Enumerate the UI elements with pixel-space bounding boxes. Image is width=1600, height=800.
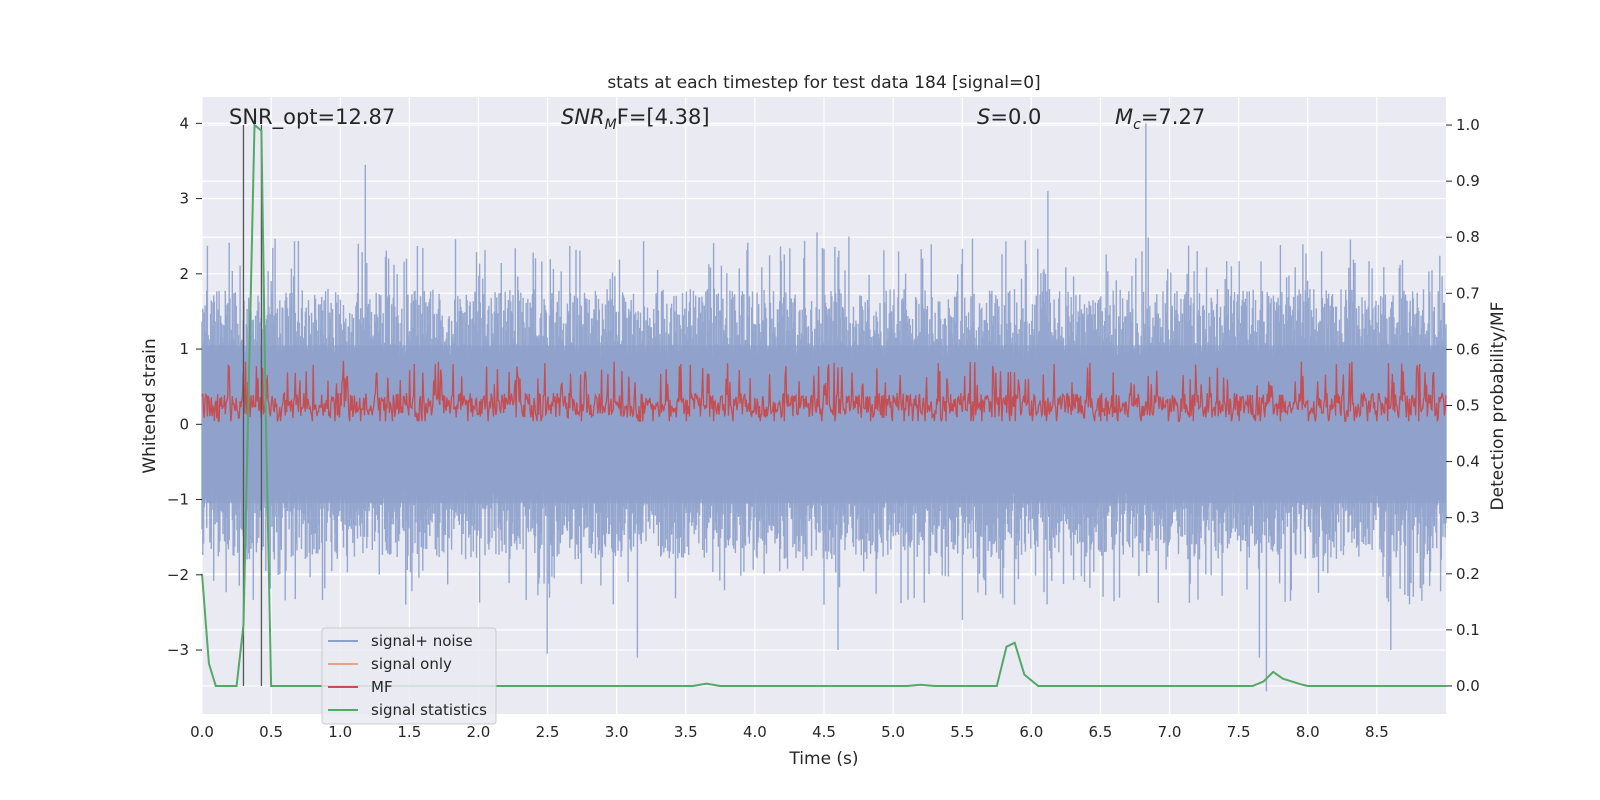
snr-mf-prefix: SNR [561,105,605,129]
y-tick-label: −1 [167,491,189,509]
annotation-s: S=0.0 [977,105,1041,129]
x-tick-label: 7.5 [1227,723,1251,741]
y-axis-label: Whitened strain [140,338,160,473]
legend: signal+ noise signal only MF signal stat… [321,627,497,725]
y-tick-label: −2 [167,566,189,584]
legend-box [321,627,497,725]
x-tick-label: 8.0 [1296,723,1320,741]
y2-tick-label: 0.9 [1456,172,1480,190]
y2-tick-label: 0.4 [1456,453,1480,471]
x-tick-label: 1.0 [328,723,352,741]
y2-tick-label: 0.1 [1456,621,1480,639]
x-tick-label: 8.5 [1365,723,1389,741]
y-tick-label: 3 [179,190,189,208]
x-tick-label: 5.0 [881,723,905,741]
x-tick-labels: 0.0 0.5 1.0 1.5 2.0 2.5 3.0 3.5 4.0 4.5 5.0 5.5 6.0 6… [190,723,1389,741]
y2-tick-label: 0.8 [1456,228,1480,246]
x-tick-label: 6.0 [1019,723,1043,741]
y-tick-label: 2 [179,265,189,283]
y-tick-labels: −3 −2 −1 0 1 2 3 4 [167,114,202,659]
y-tick-label: 0 [179,415,189,433]
x-tick-label: 4.0 [743,723,767,741]
legend-label-mf: MF [371,678,393,696]
x-tick-label: 3.5 [674,723,698,741]
mc-sub: c [1133,117,1141,133]
snr-mf-suffix: F=[4.38] [617,105,710,129]
annotation-snr-opt: SNR_opt=12.87 [229,105,395,130]
mf-series [201,360,1447,422]
y2-tick-labels: 0.0 0.1 0.2 0.3 0.4 0.5 0.6 0.7 0.8 0.9 1.0 [1446,116,1480,695]
y2-axis-label: Detection probability/MF [1488,302,1508,511]
signal-noise-band [202,345,1446,504]
x-tick-label: 5.5 [950,723,974,741]
y2-tick-label: 0.7 [1456,284,1480,302]
x-tick-label: 6.5 [1089,723,1113,741]
y2-tick-label: 0.3 [1456,509,1480,527]
y2-tick-label: 0.2 [1456,565,1480,583]
signal-statistics-line [201,122,1446,687]
y2-tick-label: 0.0 [1456,677,1480,695]
y2-tick-label: 1.0 [1456,116,1480,134]
x-axis-label: Time (s) [788,749,858,769]
signal-statistics-series [201,122,1446,687]
x-tick-label: 2.0 [467,723,491,741]
y2-tick-label: 0.6 [1456,340,1480,358]
x-tick-label: 3.0 [605,723,629,741]
mc-prefix: M [1115,105,1133,129]
x-tick-label: 1.5 [397,723,421,741]
x-tick-label: 7.0 [1158,723,1182,741]
x-tick-label: 2.5 [536,723,560,741]
y-tick-label: 4 [179,114,189,132]
annotation-mc: Mc=7.27 [1115,105,1205,133]
legend-label-signal-statistics: signal statistics [371,701,487,719]
legend-label-signal-noise: signal+ noise [371,632,473,650]
s-prefix: S [977,105,990,129]
x-tick-label: 0.5 [259,723,283,741]
mf-line [201,360,1447,422]
x-tick-label: 0.0 [190,723,214,741]
annotation-snr-mf: SNRMF=[4.38] [561,105,710,133]
snr-mf-sub: M [605,117,617,133]
mc-suffix: =7.27 [1141,105,1205,129]
y-tick-label: −3 [167,641,189,659]
y-tick-label: 1 [179,340,189,358]
chart-title: stats at each timestep for test data 184… [607,73,1040,93]
y2-tick-label: 0.5 [1456,397,1480,415]
s-suffix: =0.0 [990,105,1041,129]
legend-label-signal-only: signal only [371,655,452,673]
x-tick-label: 4.5 [812,723,836,741]
